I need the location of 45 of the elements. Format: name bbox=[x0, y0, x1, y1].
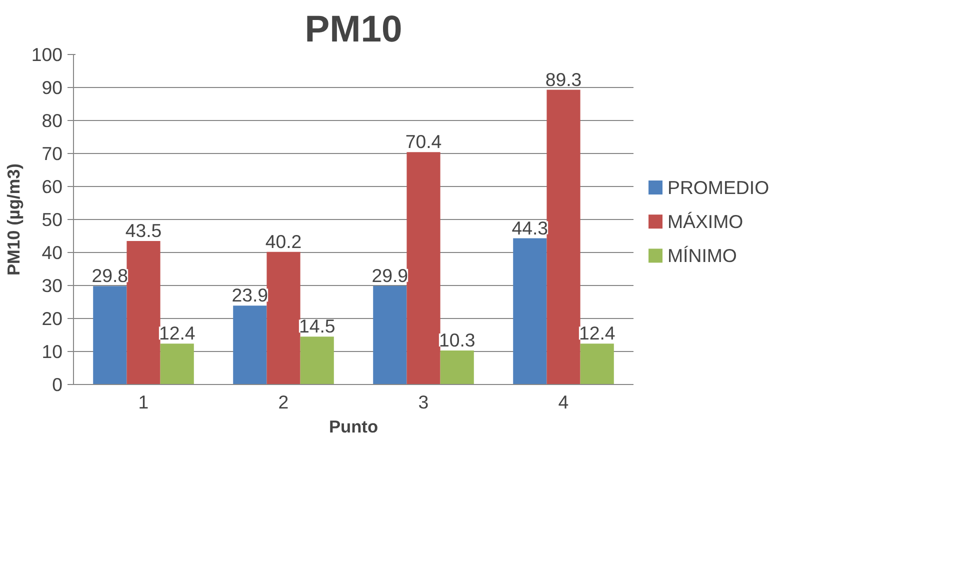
chart-title: PM10 bbox=[304, 8, 402, 50]
x-tick-label: 2 bbox=[278, 392, 289, 412]
bar bbox=[373, 286, 407, 384]
bar bbox=[266, 252, 300, 384]
data-label: 40.2 bbox=[265, 230, 302, 252]
bar bbox=[440, 350, 474, 384]
bar bbox=[406, 152, 440, 384]
y-tick-label: 90 bbox=[42, 77, 63, 98]
bar bbox=[93, 286, 127, 384]
y-tick-label: 30 bbox=[42, 275, 63, 296]
data-label: 12.4 bbox=[578, 322, 616, 344]
bar bbox=[546, 90, 580, 384]
legend-label: MÁXIMO bbox=[668, 211, 744, 232]
data-label: 70.4 bbox=[405, 131, 442, 152]
y-tick-label: 70 bbox=[42, 143, 63, 164]
bar bbox=[580, 344, 614, 384]
bar bbox=[300, 336, 334, 384]
bar bbox=[160, 344, 194, 384]
y-tick-label: 0 bbox=[52, 374, 63, 395]
data-label: 12.4 bbox=[158, 322, 196, 344]
y-tick-label: 40 bbox=[42, 242, 63, 263]
data-label: 29.9 bbox=[372, 264, 408, 286]
y-tick-label: 10 bbox=[42, 341, 63, 362]
bar bbox=[233, 306, 267, 384]
legend-label: MÍNIMO bbox=[668, 245, 737, 266]
y-axis-title: PM10 (µg/m3) bbox=[3, 163, 24, 276]
bar bbox=[513, 238, 547, 384]
y-tick-label: 80 bbox=[42, 110, 63, 131]
data-label: 14.5 bbox=[298, 316, 336, 337]
data-label: 43.5 bbox=[125, 220, 162, 241]
data-label: 10.3 bbox=[438, 330, 476, 351]
y-tick-label: 50 bbox=[42, 209, 63, 230]
y-tick-label: 20 bbox=[42, 308, 63, 329]
y-tick-label: 60 bbox=[42, 176, 63, 197]
x-tick-label: 4 bbox=[558, 392, 569, 412]
data-label: 29.8 bbox=[92, 265, 128, 286]
y-tick-label: 100 bbox=[31, 44, 63, 65]
x-tick-label: 1 bbox=[138, 392, 149, 412]
data-label: 44.3 bbox=[512, 217, 548, 238]
bar bbox=[126, 240, 160, 384]
data-label: 89.3 bbox=[545, 68, 582, 90]
x-axis-title: Punto bbox=[328, 416, 378, 436]
x-tick-label: 3 bbox=[418, 392, 429, 412]
legend-label: PROMEDIO bbox=[668, 176, 770, 198]
data-label: 23.9 bbox=[232, 284, 268, 306]
